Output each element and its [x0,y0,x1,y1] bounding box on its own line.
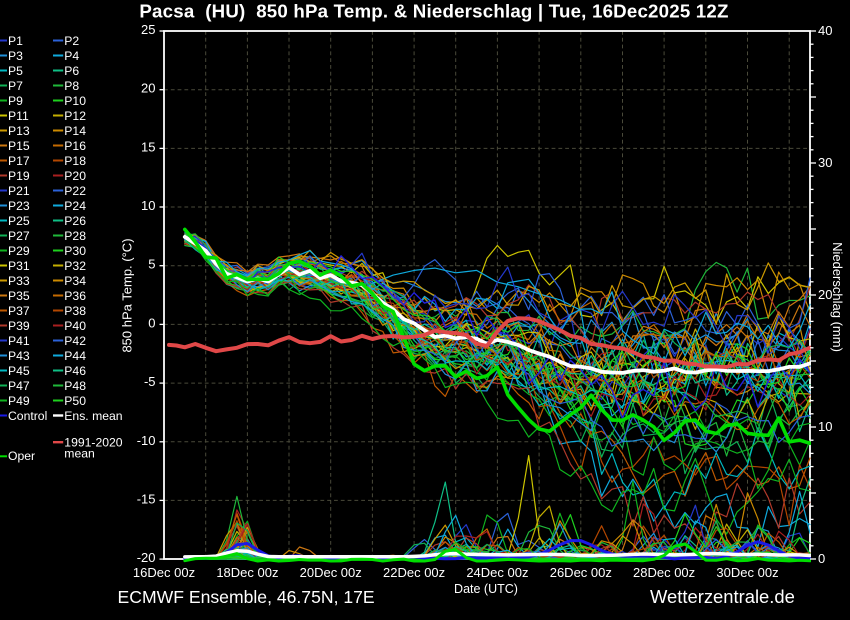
svg-text:P2: P2 [64,34,79,48]
svg-text:P25: P25 [8,214,30,228]
svg-text:P6: P6 [64,64,79,78]
svg-text:P48: P48 [64,379,86,393]
svg-text:P7: P7 [8,79,23,93]
svg-text:P29: P29 [8,244,30,258]
svg-text:40: 40 [818,23,832,38]
svg-text:P42: P42 [64,334,86,348]
svg-text:P43: P43 [8,349,30,363]
svg-text:P37: P37 [8,304,30,318]
svg-text:P46: P46 [64,364,86,378]
svg-text:P38: P38 [64,304,86,318]
svg-text:-15: -15 [137,491,156,506]
svg-text:20: 20 [818,287,832,302]
svg-text:P45: P45 [8,364,30,378]
svg-text:P4: P4 [64,49,79,63]
svg-text:5: 5 [148,257,155,272]
svg-text:P31: P31 [8,259,30,273]
svg-text:P50: P50 [64,394,86,408]
svg-text:P27: P27 [8,229,30,243]
svg-text:P34: P34 [64,274,86,288]
svg-text:P44: P44 [64,349,86,363]
svg-text:15: 15 [141,139,155,154]
svg-text:30Dec 00z: 30Dec 00z [716,565,778,580]
svg-text:P23: P23 [8,199,30,213]
svg-text:Pacsa (HU) 850 hPa Temp. & N: Pacsa (HU) 850 hPa Temp. & Niederschlag … [139,1,728,22]
svg-text:25: 25 [141,22,155,37]
svg-text:P9: P9 [8,94,23,108]
svg-text:P8: P8 [64,79,79,93]
svg-text:Date (UTC): Date (UTC) [454,582,518,596]
svg-text:24Dec 00z: 24Dec 00z [466,565,528,580]
svg-text:P13: P13 [8,124,30,138]
svg-text:P10: P10 [64,94,86,108]
svg-text:P26: P26 [64,214,86,228]
svg-text:-5: -5 [144,374,156,389]
svg-text:P5: P5 [8,64,23,78]
svg-text:30: 30 [818,155,832,170]
svg-text:18Dec 00z: 18Dec 00z [216,565,278,580]
svg-text:P3: P3 [8,49,23,63]
svg-text:P41: P41 [8,334,30,348]
svg-text:10: 10 [141,198,155,213]
svg-text:-20: -20 [137,550,156,565]
svg-text:P16: P16 [64,139,86,153]
svg-text:0: 0 [148,315,155,330]
svg-text:ECMWF Ensemble, 46.75N, 17E: ECMWF Ensemble, 46.75N, 17E [118,587,375,607]
svg-text:mean: mean [64,447,95,461]
svg-text:P33: P33 [8,274,30,288]
svg-text:Niederschlag (mm): Niederschlag (mm) [830,242,845,352]
svg-text:P14: P14 [64,124,86,138]
svg-text:10: 10 [818,419,832,434]
svg-text:P21: P21 [8,184,30,198]
svg-text:P39: P39 [8,319,30,333]
svg-text:-10: -10 [137,433,156,448]
svg-text:P20: P20 [64,169,86,183]
svg-text:P32: P32 [64,259,86,273]
svg-text:Oper: Oper [8,449,35,463]
svg-text:P49: P49 [8,394,30,408]
svg-text:P18: P18 [64,154,86,168]
svg-text:P30: P30 [64,244,86,258]
svg-text:P24: P24 [64,199,86,213]
svg-text:20Dec 00z: 20Dec 00z [300,565,362,580]
svg-text:22Dec 00z: 22Dec 00z [383,565,445,580]
svg-text:P40: P40 [64,319,86,333]
svg-text:28Dec 00z: 28Dec 00z [633,565,695,580]
svg-text:P19: P19 [8,169,30,183]
svg-text:Wetterzentrale.de: Wetterzentrale.de [650,586,795,607]
svg-text:20: 20 [141,81,155,96]
svg-text:P15: P15 [8,139,30,153]
svg-text:P47: P47 [8,379,30,393]
svg-text:1991-2020: 1991-2020 [64,436,123,450]
svg-text:P22: P22 [64,184,86,198]
svg-text:P17: P17 [8,154,30,168]
svg-text:P36: P36 [64,289,86,303]
svg-text:850 hPa Temp. (°C): 850 hPa Temp. (°C) [120,238,135,352]
svg-text:P28: P28 [64,229,86,243]
svg-text:P11: P11 [8,109,29,123]
svg-text:Ens. mean: Ens. mean [64,409,122,423]
svg-text:P35: P35 [8,289,30,303]
svg-text:P1: P1 [8,34,23,48]
svg-text:0: 0 [818,551,825,566]
svg-text:26Dec 00z: 26Dec 00z [550,565,612,580]
svg-text:P12: P12 [64,109,86,123]
svg-text:Control: Control [8,409,47,423]
svg-text:16Dec 00z: 16Dec 00z [133,565,195,580]
